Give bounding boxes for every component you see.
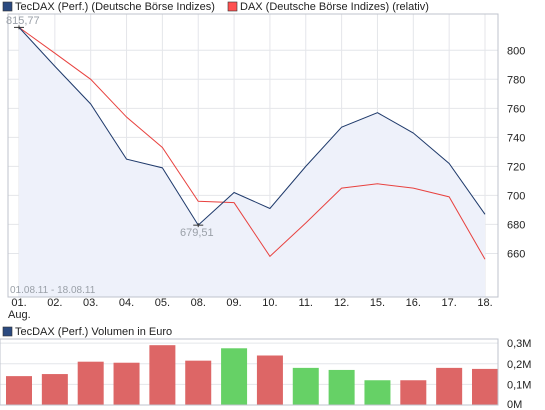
tecdax-line [18, 27, 486, 226]
volume-chart-frame [0, 338, 499, 406]
volume-bars [6, 345, 498, 405]
volume-bar [149, 345, 176, 405]
volume-bar [364, 380, 391, 405]
price-x-tick-label: 15. [370, 297, 385, 309]
price-y-axis: 660 680 700 720 740 760 780 800 [507, 45, 525, 260]
volume-bar [77, 361, 104, 405]
volume-bar [41, 374, 68, 405]
price-x-axis: 01. 02. 03. 04. 05. 08. 09. 10. 11. 12. 15. 16. 17. 1… [11, 297, 492, 309]
high-value-label: 815,77 [6, 15, 40, 27]
price-y-tick-label: 760 [507, 103, 525, 115]
price-chart: 660 680 700 720 740 760 780 800 01. 02. 03. 04. 05.… [2, 1, 525, 321]
price-x-tick-label: 02. [47, 297, 62, 309]
price-x-tick-label: 16. [406, 297, 421, 309]
price-x-tick-label: 11. [299, 297, 313, 309]
legend-label-dax: DAX (Deutsche Börse Indizes) (relativ) [240, 1, 429, 13]
volume-chart: TecDAX (Perf.) Volumen in Euro 0M 0,1M 0,2… [0, 326, 531, 410]
volume-bar [436, 367, 463, 405]
volume-y-tick-label: 0,1M [507, 379, 531, 391]
volume-bar [185, 360, 212, 405]
volume-y-axis: 0M 0,1M 0,2M 0,3M [507, 338, 531, 410]
volume-y-tick-label: 0,3M [507, 338, 531, 350]
volume-bar [328, 369, 355, 405]
price-y-tick-label: 660 [507, 248, 525, 260]
legend-swatch-tecdax [2, 1, 13, 12]
price-chart-frame [7, 13, 499, 298]
legend: TecDAX (Perf.) (Deutsche Börse Indizes) … [2, 1, 429, 13]
price-x-tick-label: 04. [119, 297, 134, 309]
price-x-tick-label: 17. [442, 297, 457, 309]
price-x-tick-label: 05. [155, 297, 170, 309]
dax-line [18, 26, 486, 260]
price-y-tick-label: 800 [507, 45, 525, 57]
volume-legend-swatch [2, 326, 13, 337]
price-y-tick-label: 740 [507, 132, 525, 144]
low-value-label: 679,51 [180, 227, 214, 239]
price-y-tick-label: 680 [507, 219, 525, 231]
volume-bar [6, 376, 32, 405]
volume-bar [472, 368, 498, 405]
legend-swatch-dax [227, 1, 238, 12]
price-y-tick-label: 700 [507, 190, 525, 202]
price-x-tick-label: 08. [191, 297, 206, 309]
volume-bar [256, 355, 283, 405]
x-axis-month-label: Aug. [8, 309, 31, 321]
price-x-tick-label: 12. [334, 297, 349, 309]
price-x-tick-label: 10. [262, 297, 277, 309]
volume-title: TecDAX (Perf.) Volumen in Euro [15, 326, 172, 338]
tecdax-area [19, 27, 485, 298]
volume-bar [292, 367, 319, 405]
date-range-label: 01.08.11 - 18.08.11 [10, 285, 96, 296]
volume-y-tick-label: 0M [507, 399, 522, 410]
volume-bar [113, 362, 140, 405]
price-x-tick-label: 01. [11, 297, 26, 309]
price-x-tick-label: 03. [83, 297, 98, 309]
price-x-tick-label: 09. [226, 297, 241, 309]
legend-label-tecdax: TecDAX (Perf.) (Deutsche Börse Indizes) [15, 1, 215, 13]
extreme-markers [14, 25, 204, 228]
volume-bar [400, 380, 427, 405]
volume-y-tick-label: 0,2M [507, 359, 531, 371]
price-y-tick-label: 720 [507, 161, 525, 173]
price-x-tick-label: 18. [477, 297, 492, 309]
volume-grid [0, 342, 498, 385]
price-y-tick-label: 780 [507, 74, 525, 86]
volume-bar [221, 348, 248, 405]
